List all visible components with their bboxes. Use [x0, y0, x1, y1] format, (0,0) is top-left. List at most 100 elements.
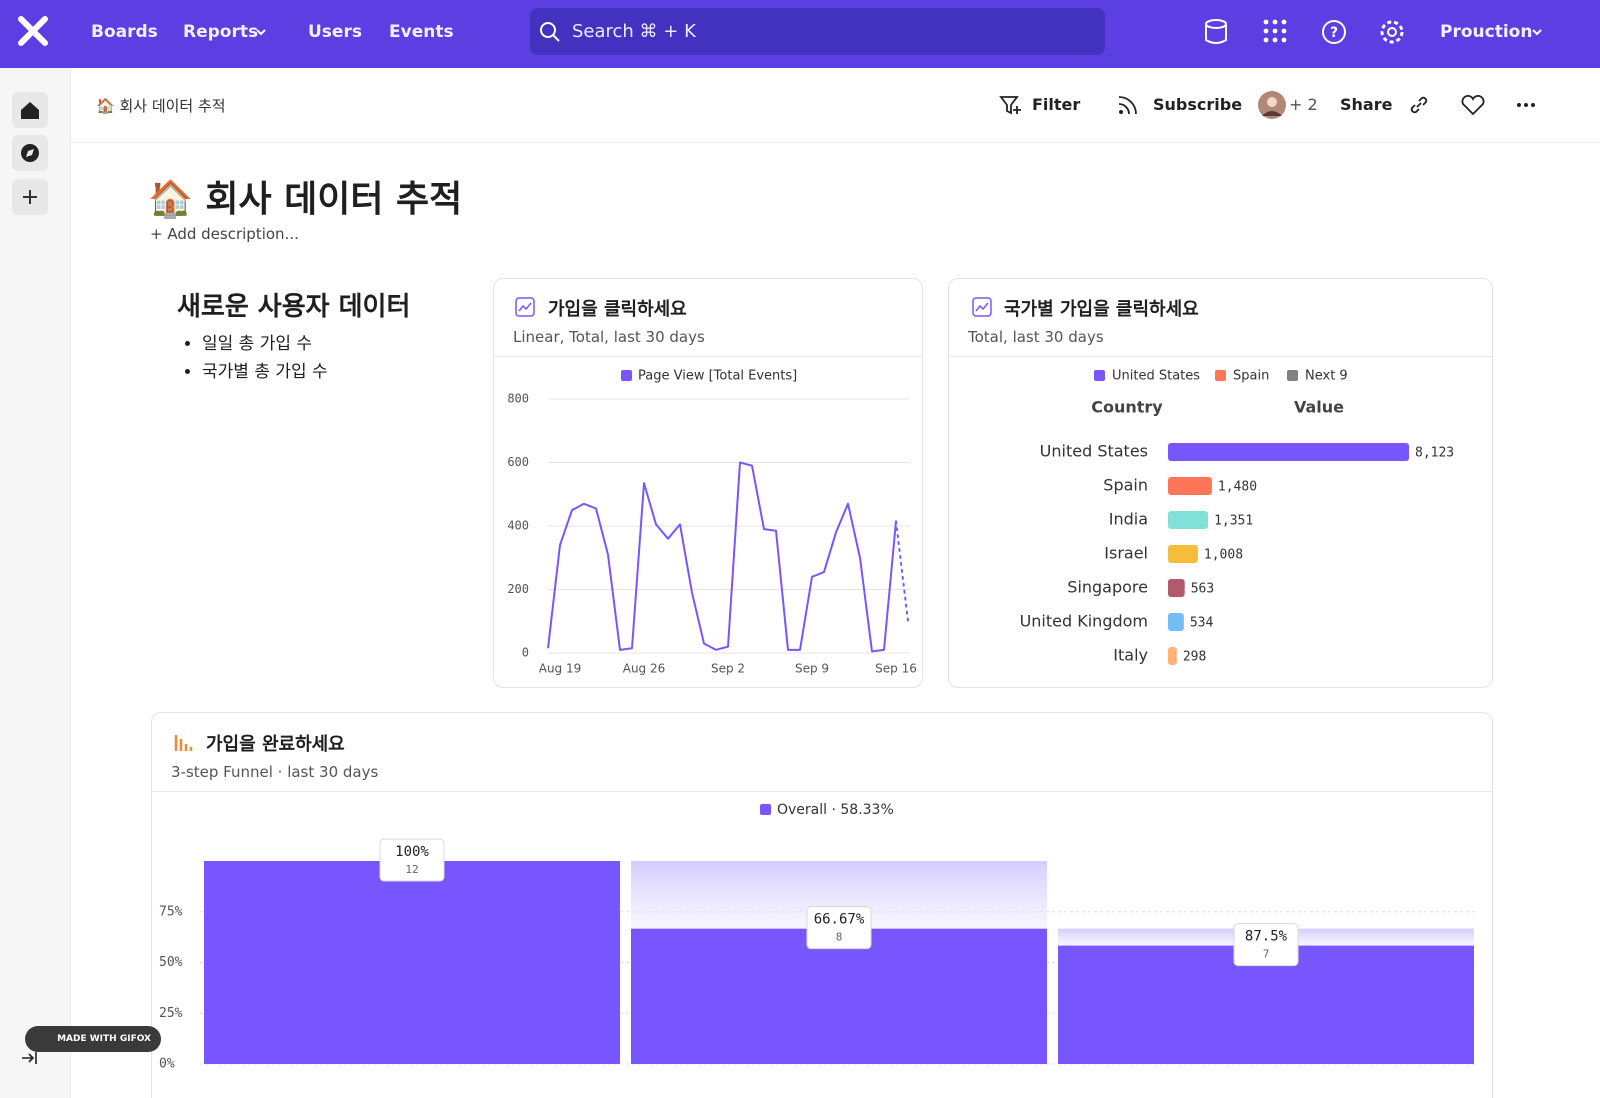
logo[interactable]: [18, 16, 48, 46]
member-count[interactable]: + 2: [1289, 95, 1318, 114]
bar: [1168, 511, 1209, 529]
card-subtitle: 3-step Funnel · last 30 days: [171, 763, 379, 781]
category-label: Spain: [1103, 476, 1148, 495]
card-title: 가입을 클릭하세요: [548, 299, 687, 320]
legend-swatch: [1215, 370, 1226, 381]
toolbar: 🏠 회사 데이터 추적 Filter Subscribe + 2 Share: [71, 68, 1600, 143]
value-label: 1,008: [1204, 548, 1243, 563]
bar: [1168, 613, 1184, 631]
search-placeholder: Search ⌘ + K: [572, 21, 696, 42]
legend-swatch: [1287, 370, 1298, 381]
category-label: India: [1109, 510, 1148, 529]
category-label: Italy: [1113, 646, 1148, 665]
y-tick-label: 25%: [159, 1006, 183, 1021]
step-count: 12: [405, 863, 418, 876]
bar: [1168, 545, 1198, 563]
legend-label: Overall · 58.33%: [777, 802, 894, 818]
bar-chart-card[interactable]: 국가별 가입을 클릭하세요 Total, last 30 days: [948, 278, 1493, 688]
legend-swatch: [760, 804, 771, 815]
add-button[interactable]: [12, 179, 48, 215]
top-nav: Boards Reports Users Events Search ⌘ + K…: [0, 0, 1600, 68]
gifox-badge: MADE WITH GIFOX: [25, 1026, 161, 1052]
project-name[interactable]: Prouction: [1440, 22, 1533, 42]
bar: [1168, 579, 1185, 597]
y-tick-label: 800: [507, 392, 529, 406]
legend-label: United States: [1112, 369, 1200, 384]
funnel-bar: [631, 928, 1047, 1064]
add-description[interactable]: + Add description...: [150, 225, 299, 243]
y-tick-label: 400: [507, 519, 529, 533]
value-label: 1,351: [1214, 514, 1253, 529]
link-icon[interactable]: [1408, 94, 1430, 116]
y-tick-label: 50%: [159, 955, 183, 970]
chevron: [256, 29, 266, 36]
step-label-box: [1233, 923, 1299, 967]
line-series: [547, 461, 897, 653]
home-icon: [21, 102, 39, 119]
legend-swatch: [621, 370, 632, 381]
favorite-icon[interactable]: [1460, 94, 1486, 116]
line-chart-card[interactable]: 가입을 클릭하세요 Linear, Total, last 30 days: [493, 278, 923, 688]
step-count: 8: [836, 931, 843, 944]
line-series-partial: [895, 520, 909, 623]
column-header: Country: [1091, 398, 1163, 417]
x-tick-label: Sep 9: [795, 662, 829, 676]
share-button[interactable]: Share: [1340, 95, 1393, 114]
filter-button[interactable]: Filter: [1032, 95, 1081, 114]
value-label: 298: [1183, 650, 1206, 665]
badge-text: MADE WITH GIFOX: [57, 1034, 151, 1044]
avatar[interactable]: [1257, 90, 1287, 120]
category-label: Israel: [1104, 544, 1148, 563]
nav-boards[interactable]: Boards: [91, 22, 158, 42]
bar: [1168, 647, 1177, 665]
separator: [949, 356, 1492, 357]
step-label: 66.67%: [814, 912, 865, 928]
y-tick-label: 75%: [159, 904, 183, 919]
column-header: Value: [1294, 398, 1344, 417]
search-box[interactable]: Search ⌘ + K: [530, 8, 1105, 55]
filter-icon: [999, 96, 1021, 115]
plus-icon: [23, 190, 37, 204]
sidebar: [0, 68, 71, 1098]
breadcrumb[interactable]: 🏠 회사 데이터 추적: [96, 97, 226, 115]
card-subtitle: Total, last 30 days: [968, 328, 1104, 346]
nav-events[interactable]: Events: [389, 22, 454, 42]
home-button[interactable]: [12, 92, 48, 128]
nav-users[interactable]: Users: [308, 22, 362, 42]
bar: [1168, 443, 1409, 461]
separator: [494, 356, 922, 357]
bar: [1168, 477, 1212, 495]
step-label: 100%: [395, 844, 429, 860]
separator: [152, 791, 1492, 792]
subscribe-icon: [1118, 96, 1137, 115]
explore-button[interactable]: [12, 135, 48, 171]
legend-label: Spain: [1233, 369, 1269, 384]
chevron: [1532, 29, 1542, 36]
svg-text:?: ?: [1330, 25, 1338, 41]
step-label: 87.5%: [1245, 929, 1288, 945]
more-icon[interactable]: [1515, 98, 1537, 112]
value-label: 563: [1191, 582, 1214, 597]
y-tick-label: 0: [522, 646, 529, 660]
compass-icon: [21, 144, 39, 162]
y-tick-label: 200: [507, 582, 529, 596]
funnel-bar: [204, 861, 620, 1064]
nav-reports[interactable]: Reports: [183, 22, 259, 42]
bullet: 국가별 총 가입 수: [202, 358, 328, 386]
subscribe-button[interactable]: Subscribe: [1153, 95, 1243, 114]
nav-icons[interactable]: ?: [1200, 16, 1420, 50]
bullet: 일일 총 가입 수: [202, 330, 328, 358]
legend-label: Next 9: [1305, 369, 1348, 384]
chart-icon: [515, 297, 535, 317]
collapse-icon[interactable]: [20, 1048, 40, 1068]
category-label: Singapore: [1067, 578, 1148, 597]
y-tick-label: 600: [507, 455, 529, 469]
value-label: 8,123: [1415, 446, 1454, 461]
category-label: United Kingdom: [1020, 612, 1148, 631]
value-label: 534: [1190, 616, 1214, 631]
legend-swatch: [1094, 370, 1105, 381]
legend-label: Page View [Total Events]: [638, 369, 797, 384]
card-title: 국가별 가입을 클릭하세요: [1004, 299, 1199, 320]
